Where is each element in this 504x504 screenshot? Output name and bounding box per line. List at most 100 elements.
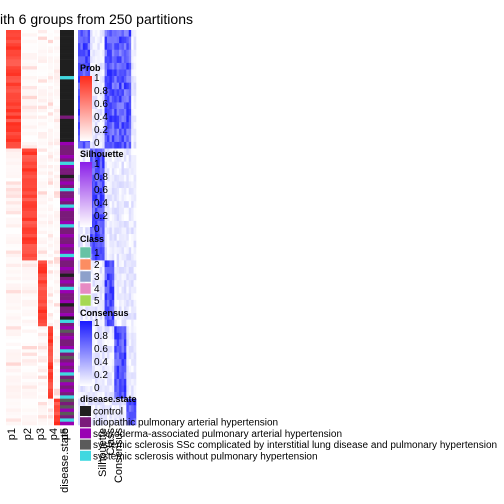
consensus-cell: [94, 155, 98, 162]
consensus-cell: [99, 339, 103, 347]
consensus-cell: [109, 411, 113, 419]
consensus-cell: [123, 326, 127, 334]
consensus-cell: [94, 128, 98, 136]
disease-state-cell: [60, 326, 74, 330]
consensus-cell: [133, 115, 137, 123]
consensus-cell: [111, 102, 115, 110]
prob-cell: [6, 53, 21, 57]
consensus-cell: [128, 313, 132, 320]
consensus-cell: [121, 181, 125, 189]
prob-cell: [48, 46, 53, 51]
consensus-cell: [123, 122, 127, 130]
prob-cell: [48, 322, 53, 327]
prob-cell: [38, 72, 47, 77]
disease-state-cell: [60, 411, 74, 416]
consensus-cell: [90, 247, 93, 255]
consensus-cell: [114, 286, 117, 294]
consensus-cell: [109, 319, 113, 327]
consensus-cell: [126, 155, 130, 162]
prob-cell: [22, 339, 37, 344]
consensus-cell: [114, 326, 117, 334]
consensus-cell: [104, 89, 108, 97]
consensus-cell: [104, 30, 108, 37]
consensus-cell: [85, 227, 88, 235]
consensus-cell: [131, 234, 134, 241]
consensus-cell: [107, 273, 110, 281]
consensus-cell: [123, 267, 127, 274]
consensus-cell: [99, 56, 103, 64]
prob-cell: [54, 230, 60, 235]
prob-cell: [6, 181, 21, 186]
consensus-cell: [97, 385, 101, 393]
consensus-cell: [80, 234, 84, 241]
consensus-cell: [104, 280, 108, 288]
prob-cell: [22, 375, 37, 380]
disease-state-cell: [60, 382, 74, 386]
consensus-cell: [102, 385, 105, 393]
consensus-cell: [78, 148, 81, 156]
consensus-cell: [133, 214, 137, 222]
prob-cell: [54, 168, 60, 172]
prob-cell: [38, 243, 47, 248]
consensus-cell: [97, 398, 101, 406]
prob-cell: [6, 375, 21, 380]
prob-cell: [54, 352, 60, 357]
prob-cell: [22, 280, 37, 284]
prob-cell: [6, 155, 21, 159]
probability-columns: [6, 30, 60, 426]
consensus-cell: [104, 293, 108, 301]
consensus-cell: [92, 141, 96, 149]
prob-cell: [6, 243, 21, 248]
consensus-cell: [133, 365, 137, 373]
consensus-cell: [126, 306, 130, 314]
consensus-cell: [128, 326, 132, 334]
prob-cell: [6, 240, 21, 245]
consensus-cell: [90, 227, 93, 235]
prob-cell: [54, 329, 60, 334]
prob-cell: [38, 306, 47, 311]
prob-cell: [6, 33, 21, 37]
consensus-cell: [128, 392, 132, 399]
consensus-cell: [92, 128, 96, 136]
consensus-cell: [107, 168, 110, 176]
prob-cell: [22, 247, 37, 251]
consensus-cell: [109, 372, 113, 380]
prob-cell: [38, 362, 47, 367]
consensus-cell: [104, 43, 108, 51]
prob-cell: [48, 313, 53, 317]
consensus-cell: [114, 234, 117, 241]
consensus-cell: [92, 286, 96, 294]
consensus-cell: [114, 102, 117, 110]
consensus-cell: [114, 135, 117, 143]
consensus-cell: [131, 109, 134, 116]
consensus-cell: [121, 339, 125, 347]
consensus-cell: [126, 30, 130, 37]
prob-cell: [6, 336, 21, 340]
prob-cell: [22, 191, 37, 195]
prob-cell: [54, 276, 60, 281]
prob-cell: [54, 263, 60, 268]
consensus-cell: [131, 227, 134, 235]
consensus-cell: [111, 313, 115, 320]
prob-cell: [6, 411, 21, 416]
consensus-cell: [126, 260, 130, 268]
consensus-cell: [92, 378, 96, 386]
prob-cell: [22, 313, 37, 317]
consensus-cell: [123, 82, 127, 90]
consensus-cell: [90, 43, 93, 51]
legend-consensus: Consensus 10.80.60.40.20: [80, 308, 129, 394]
consensus-cell: [116, 201, 120, 209]
consensus-cell: [82, 62, 86, 70]
consensus-cell: [121, 411, 125, 419]
consensus-cell: [126, 69, 130, 77]
prob-cell: [22, 92, 37, 97]
prob-cell: [6, 89, 21, 93]
disease-state-cell: [60, 194, 74, 199]
consensus-cell: [119, 141, 122, 149]
consensus-cell: [119, 411, 122, 419]
prob-cell: [38, 247, 47, 251]
disease-state-cell: [60, 385, 74, 390]
prob-cell: [6, 105, 21, 110]
prob-cell: [54, 76, 60, 80]
